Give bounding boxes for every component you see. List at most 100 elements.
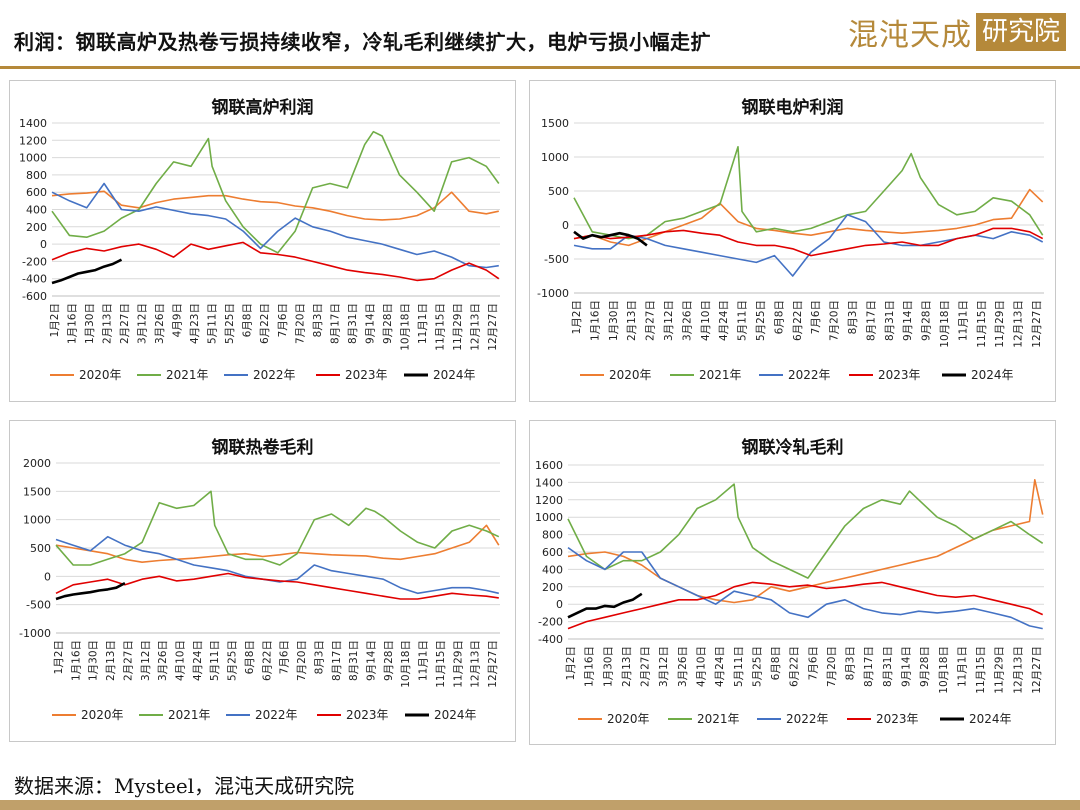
x-tick-label: 8月17日 xyxy=(331,640,343,681)
x-tick-label: 1月30日 xyxy=(84,303,96,344)
logo-text-primary: 混沌天成 xyxy=(848,18,972,53)
x-tick-label: 2月27日 xyxy=(645,300,657,341)
x-tick-label: 11月1日 xyxy=(417,303,429,344)
x-tick-label: 11月15日 xyxy=(434,303,446,351)
x-tick-label: 6月8日 xyxy=(773,300,785,334)
series-line-2020年 xyxy=(567,478,1044,604)
y-tick-label: 1000 xyxy=(535,511,563,524)
y-tick-label: 1200 xyxy=(535,494,563,507)
x-tick-label: 9月14日 xyxy=(902,300,914,341)
x-tick-label: 8月31日 xyxy=(348,640,360,681)
x-tick-label: 1月2日 xyxy=(571,300,583,334)
y-tick-label: 600 xyxy=(542,546,563,559)
x-tick-label: 2月27日 xyxy=(640,646,652,687)
x-tick-label: 11月1日 xyxy=(956,646,968,687)
x-tick-label: 8月3日 xyxy=(847,300,859,334)
x-tick-label: 6月22日 xyxy=(259,303,271,344)
x-tick-label: 6月22日 xyxy=(261,640,273,681)
y-tick-label: -600 xyxy=(22,290,47,303)
x-tick-label: 11月15日 xyxy=(435,640,447,688)
y-tick-label: 1600 xyxy=(535,459,563,472)
x-tick-label: 1月16日 xyxy=(584,646,596,687)
x-tick-label: 10月18日 xyxy=(399,303,411,351)
y-tick-label: 600 xyxy=(26,186,47,199)
x-tick-label: 1月30日 xyxy=(608,300,620,341)
legend-label: 2024年 xyxy=(433,368,476,382)
y-tick-label: 0 xyxy=(556,598,563,611)
series-line-2023年 xyxy=(55,572,499,600)
logo-text-secondary: 研究院 xyxy=(976,13,1067,51)
x-tick-label: 3月12日 xyxy=(137,303,149,344)
x-tick-label: 8月3日 xyxy=(312,303,324,337)
x-tick-label: 12月13日 xyxy=(470,640,482,688)
data-source-note: 数据来源：Mysteel，混沌天成研究院 xyxy=(14,774,355,798)
x-tick-label: 1月2日 xyxy=(49,303,61,337)
x-tick-label: 12月13日 xyxy=(1012,646,1024,694)
x-tick-label: 6月22日 xyxy=(792,300,804,341)
x-tick-label: 11月1日 xyxy=(418,640,430,681)
y-tick-label: 0 xyxy=(40,238,47,251)
x-tick-label: 5月25日 xyxy=(755,300,767,341)
chart-panel-blast-furnace-profit: 钢联高炉利润 -600 -400 -200 0 200 400 600 800 1000 1200 1… xyxy=(9,80,516,402)
x-tick-label: 8月17日 xyxy=(329,303,341,344)
x-tick-label: 4月10日 xyxy=(695,646,707,687)
chart-title: 钢联冷轧毛利 xyxy=(742,437,844,458)
y-tick-label: 1000 xyxy=(19,152,47,165)
y-tick-label: -200 xyxy=(538,616,563,629)
hot-coil-margin-chart: 钢联热卷毛利 -1000 -500 0 500 1000 1500 2000 1月2日 1月16日… xyxy=(19,437,500,722)
x-tick-label: 7月20日 xyxy=(826,646,838,687)
x-tick-label: 5月25日 xyxy=(227,640,239,681)
y-tick-label: 200 xyxy=(26,221,47,234)
y-tick-label: 1500 xyxy=(23,485,51,498)
series-line-2020年 xyxy=(573,188,1044,247)
x-tick-label: 6月22日 xyxy=(789,646,801,687)
y-tick-label: 0 xyxy=(44,570,51,583)
x-tick-label: 4月10日 xyxy=(700,300,712,341)
x-tick-label: 8月31日 xyxy=(884,300,896,341)
chart-title: 钢联电炉利润 xyxy=(742,97,844,118)
header-divider xyxy=(0,66,1080,69)
x-tick-label: 2月13日 xyxy=(621,646,633,687)
x-tick-label: 7月20日 xyxy=(296,640,308,681)
series-line-2021年 xyxy=(55,490,500,566)
y-tick-label: 1200 xyxy=(19,134,47,147)
legend-label: 2022年 xyxy=(788,368,831,382)
y-tick-label: 500 xyxy=(30,542,51,555)
x-tick-label: 12月27日 xyxy=(487,640,499,688)
x-tick-label: 4月10日 xyxy=(175,640,187,681)
x-tick-label: 7月6日 xyxy=(810,300,822,334)
x-tick-label: 11月15日 xyxy=(975,646,987,694)
chart-title: 钢联高炉利润 xyxy=(212,97,314,118)
x-tick-label: 5月11日 xyxy=(733,646,745,687)
x-tick-label: 1月2日 xyxy=(565,646,577,680)
x-tick-label: 6月8日 xyxy=(242,303,254,337)
x-tick-label: 3月26日 xyxy=(681,300,693,341)
x-tick-label: 8月3日 xyxy=(313,640,325,674)
y-tick-label: 800 xyxy=(26,169,47,182)
chart-title: 钢联热卷毛利 xyxy=(212,437,314,458)
x-tick-label: 10月18日 xyxy=(400,640,412,688)
y-tick-label: 500 xyxy=(548,185,569,198)
x-tick-label: 7月20日 xyxy=(294,303,306,344)
series-line-2024年 xyxy=(567,592,643,619)
series-line-2021年 xyxy=(573,146,1044,240)
x-tick-label: 10月18日 xyxy=(938,646,950,694)
legend-label: 2021年 xyxy=(697,712,740,726)
series-line-2023年 xyxy=(573,227,1044,257)
x-tick-label: 8月31日 xyxy=(347,303,359,344)
chart-panel-hot-coil-margin: 钢联热卷毛利 -1000 -500 0 500 1000 1500 2000 1月2日 1月16日… xyxy=(9,420,516,742)
y-tick-label: 1000 xyxy=(541,151,569,164)
series-line-2022年 xyxy=(567,546,1043,630)
y-tick-label: 800 xyxy=(542,529,563,542)
x-tick-label: 11月1日 xyxy=(957,300,969,341)
legend-label: 2021年 xyxy=(168,708,211,722)
legend-label: 2023年 xyxy=(878,368,921,382)
series-line-2023年 xyxy=(51,241,500,282)
x-tick-label: 4月9日 xyxy=(172,303,184,337)
legend-label: 2020年 xyxy=(79,368,122,382)
x-tick-label: 2月13日 xyxy=(105,640,117,681)
electric-furnace-profit-chart: 钢联电炉利润 -1000 -500 0 500 1000 1500 1月2日 1月16日 1月30… xyxy=(537,97,1044,382)
x-tick-label: 7月20日 xyxy=(829,300,841,341)
x-tick-label: 3月26日 xyxy=(157,640,169,681)
y-tick-label: 1500 xyxy=(541,117,569,130)
